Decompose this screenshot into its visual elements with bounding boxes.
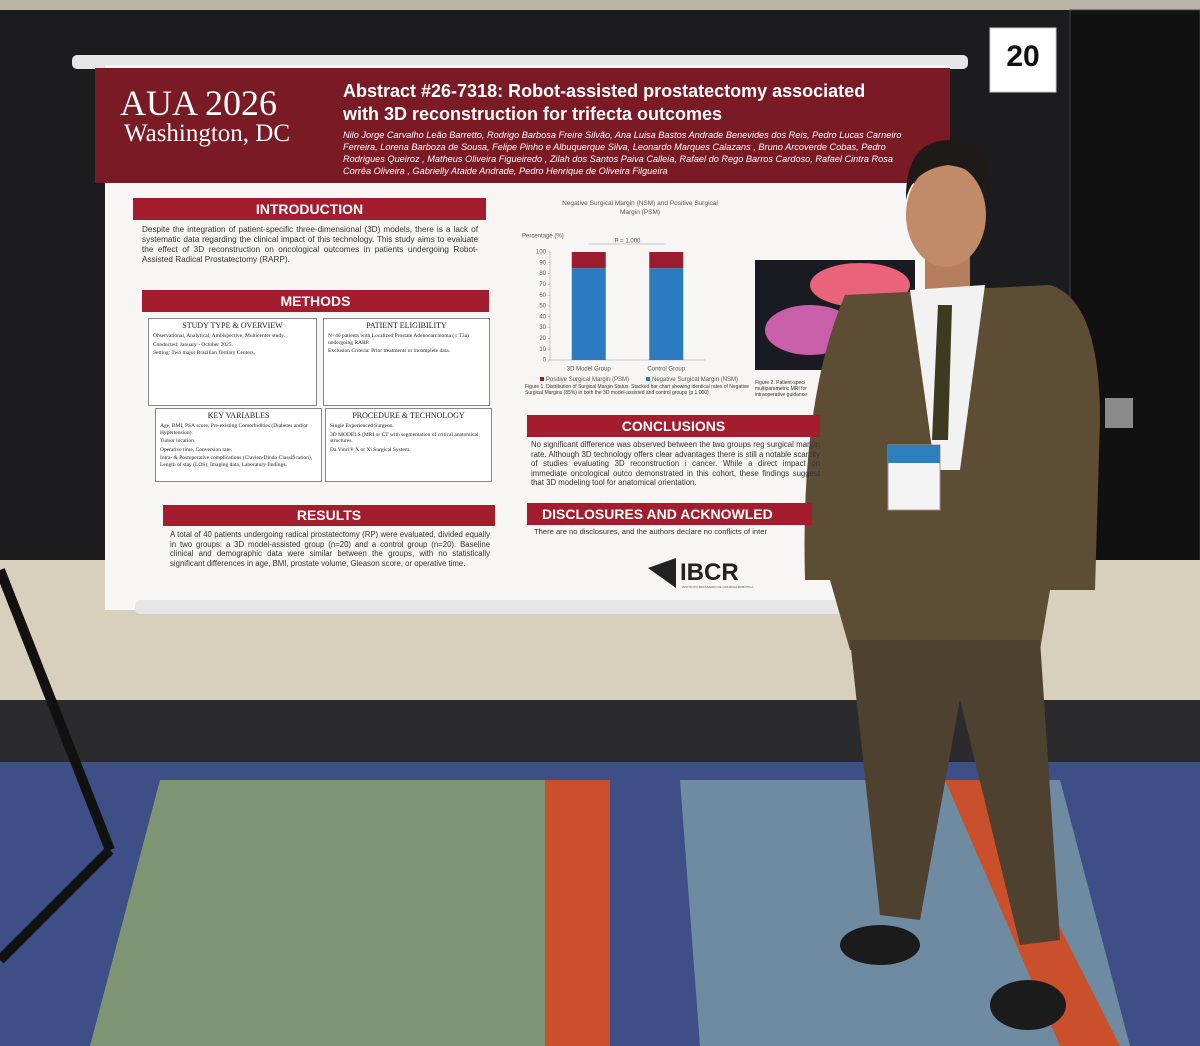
introduction-text: Despite the integration of patient-speci… [142, 225, 478, 264]
figure-caption: Figure 1. Distribution of Surgical Margi… [525, 384, 749, 396]
box-heading: PATIENT ELIGIBILITY [366, 321, 447, 330]
shoe [990, 980, 1066, 1030]
conclusions-text: No significant difference was observed b… [531, 440, 820, 488]
figure-caption: Figure 2. Patient-speci multiparametric … [755, 380, 807, 398]
section-heading: RESULTS [163, 505, 495, 526]
section-heading: CONCLUSIONS [527, 415, 820, 437]
bar [649, 252, 684, 269]
booth-card [989, 27, 1057, 93]
x-tick-label: 3D Model Group [567, 367, 612, 373]
event-name: AUA 2026 [120, 83, 278, 123]
method-box: PATIENT ELIGIBILITY N=40 patients with Lo… [323, 318, 490, 406]
logo-icon [648, 558, 676, 588]
box-heading: STUDY TYPE & OVERVIEW [182, 321, 283, 330]
box-heading: PROCEDURE & TECHNOLOGY [352, 411, 465, 420]
carpet-pattern [90, 780, 610, 1046]
section-heading: INTRODUCTION [133, 198, 486, 220]
y-tick-label: 80 [539, 271, 546, 277]
box-item: Da Vinci® X or Xi Surgical System. [330, 446, 411, 453]
event-city: Washington, DC [124, 120, 291, 147]
box-heading: KEY VARIABLES [207, 411, 270, 420]
tie [932, 305, 952, 440]
box-item: Operative time, Conversion rate. [160, 446, 232, 453]
box-item: Age, BMI, PSA score, Pre-existing Comorb… [160, 423, 308, 436]
y-tick-label: 40 [539, 314, 546, 320]
y-tick-label: 90 [539, 260, 546, 266]
stand-leg [0, 568, 115, 852]
ceiling-edge [0, 0, 1200, 10]
carpet-stripe [545, 780, 610, 1046]
box-item: Conducted: January - October 2025. [153, 341, 233, 348]
stand-leg [0, 846, 114, 964]
section-heading: DISCLOSURES AND ACKNOWLED [527, 503, 812, 525]
trousers [850, 640, 1060, 945]
box-item: Single Experienced Surgeon. [330, 423, 394, 429]
section-heading: METHODS [142, 290, 489, 312]
disclosures-text: There are no disclosures, and the author… [534, 527, 768, 536]
legend-label: Positive Surgical Margin (PSM) [546, 377, 629, 383]
y-axis-label: Percentage (%) [522, 234, 564, 240]
authors: Nilo Jorge Carvalho Leão Barretto, Rodri… [343, 130, 902, 176]
box-item: N=40 patients with Localized Prostate Ad… [328, 333, 469, 346]
y-tick-label: 100 [536, 250, 547, 256]
bar [571, 252, 606, 269]
hair [905, 140, 991, 200]
box-item: Tumor location. [160, 438, 196, 444]
poster-rod [135, 600, 935, 614]
legend-swatch [646, 377, 650, 381]
y-tick-label: 0 [543, 358, 547, 364]
annotation: P = 1.000 [615, 239, 641, 245]
method-box: PROCEDURE & TECHNOLOGY Single Experienced… [325, 408, 492, 482]
cup [1105, 398, 1133, 428]
logo-subtitle: INSTITUTO BRASILEIRO DE CIRURGIA ROBÓTIC… [682, 585, 754, 589]
poster-title: Abstract #26-7318: Robot-assisted prosta… [343, 81, 866, 124]
y-tick-label: 60 [539, 293, 546, 299]
poster-header [95, 68, 950, 183]
x-tick-label: Control Group [647, 367, 685, 373]
bar-chart: Percentage (%) 0 10 20 30 40 50 60 70 80 90 100 3D M… [522, 234, 738, 384]
booth-number: 20 [1006, 40, 1040, 73]
badge-header [888, 445, 940, 463]
head [906, 163, 986, 267]
y-tick-label: 10 [539, 347, 546, 353]
results-text: A total of 40 patients undergoing radica… [170, 530, 490, 568]
y-tick-label: 30 [539, 325, 546, 331]
method-box: KEY VARIABLES Age, BMI, PSA score, Pre-ex… [155, 408, 322, 482]
bar [649, 268, 684, 360]
box-item: Exclusion Criteria: Prior treatments or … [328, 348, 451, 354]
shoe [840, 925, 920, 965]
chart-title: Negative Surgical Margin (NSM) and Posit… [562, 200, 718, 216]
box-item: Intra- & Postoperative complications (Cl… [160, 455, 313, 468]
legend-label: Negative Surgical Margin (NSM) [652, 377, 738, 383]
method-box: STUDY TYPE & OVERVIEW Observational, Anal… [148, 318, 317, 406]
box-item: Observational, Analytical, Ambispective,… [153, 333, 285, 339]
y-tick-label: 50 [539, 304, 546, 310]
box-item: 3D MODELS (MRI or CT with segmentation o… [330, 431, 479, 445]
y-tick-label: 20 [539, 336, 546, 342]
y-tick-label: 70 [539, 282, 546, 288]
legend-swatch [540, 377, 544, 381]
logo-name: IBCR [680, 559, 739, 586]
box-item: Setting: Two major Brazilian Tertiary Ce… [153, 350, 255, 356]
bar [571, 268, 606, 360]
